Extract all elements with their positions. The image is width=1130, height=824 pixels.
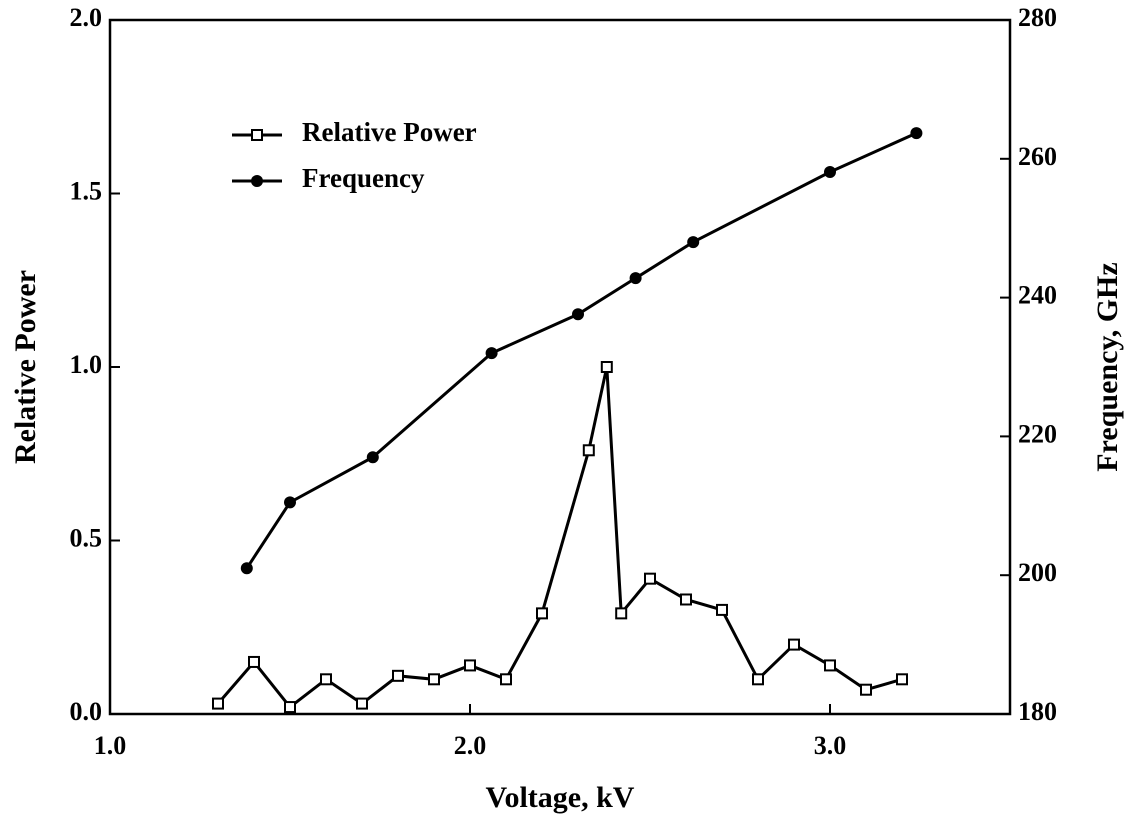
y2-tick-label: 280 — [1018, 3, 1057, 32]
data-point — [392, 669, 404, 682]
data-point — [860, 683, 872, 696]
data-point — [284, 701, 296, 714]
data-point — [284, 496, 296, 509]
y-tick-label: 1.5 — [70, 176, 103, 205]
x-axis-title: Voltage, kV — [486, 781, 635, 814]
y-tick-label: 0.0 — [70, 697, 103, 726]
data-point — [536, 607, 548, 620]
data-point — [644, 572, 656, 585]
data-point — [240, 562, 253, 575]
data-point — [572, 308, 584, 321]
data-point — [500, 673, 512, 686]
data-point — [320, 673, 332, 686]
data-point — [582, 444, 595, 457]
x-tick-label: 1.0 — [94, 731, 127, 760]
y-axis-title: Relative Power — [9, 270, 42, 464]
data-point — [896, 673, 908, 686]
legend-label: Relative Power — [302, 117, 477, 147]
data-point — [485, 347, 498, 360]
data-point — [788, 638, 800, 651]
data-point — [752, 673, 764, 686]
data-point — [680, 593, 692, 606]
data-point — [824, 659, 836, 672]
data-point — [356, 697, 368, 710]
data-point — [464, 659, 476, 672]
data-point — [366, 451, 379, 464]
y2-tick-label: 220 — [1018, 419, 1057, 448]
legend-marker — [251, 129, 263, 141]
y2-tick-label: 180 — [1018, 697, 1057, 726]
data-point — [600, 361, 613, 373]
legend-marker — [251, 175, 263, 187]
y2-tick-label: 200 — [1018, 558, 1057, 587]
x-tick-label: 3.0 — [814, 731, 847, 760]
y-tick-label: 0.5 — [70, 523, 103, 552]
series-line — [245, 131, 918, 570]
data-point — [910, 127, 923, 140]
data-point — [629, 272, 642, 285]
data-point — [716, 603, 728, 616]
y2-axis-title: Frequency, GHz — [1091, 262, 1124, 471]
data-point — [248, 655, 260, 668]
data-point — [687, 236, 700, 249]
x-tick-label: 2.0 — [454, 731, 487, 760]
y2-tick-label: 260 — [1018, 142, 1057, 171]
plot-frame — [108, 18, 1012, 716]
data-point — [824, 165, 836, 178]
legend-label: Frequency — [302, 163, 425, 193]
series-line — [216, 366, 903, 710]
y-tick-label: 1.0 — [70, 350, 103, 379]
y-tick-label: 2.0 — [70, 3, 103, 32]
data-point — [212, 697, 224, 710]
data-point — [615, 607, 628, 620]
data-point — [428, 673, 440, 686]
y2-tick-label: 240 — [1018, 281, 1057, 310]
